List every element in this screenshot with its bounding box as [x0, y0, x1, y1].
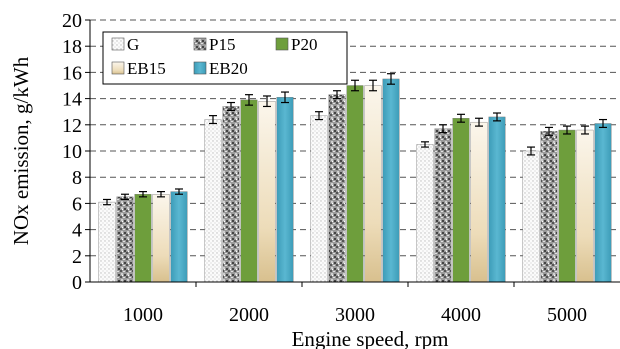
bar-p15-3000 — [328, 94, 346, 283]
legend: G P15 P20 EB15 EB20 — [102, 31, 348, 85]
y-tick-label: 20 — [62, 10, 82, 32]
bar-eb20-3000 — [382, 78, 400, 283]
legend-label-eb15: EB15 — [127, 59, 166, 78]
legend-box — [102, 31, 348, 85]
bar-p15-5000 — [540, 131, 558, 283]
y-tick-label: 18 — [62, 36, 82, 58]
legend-swatch-g — [111, 37, 125, 51]
x-axis-ticks: 1000 2000 3000 4000 5000 — [123, 282, 587, 326]
bar-g-3000 — [310, 115, 328, 283]
bar-eb15-4000 — [470, 121, 488, 283]
x-tick-label: 3000 — [335, 304, 375, 326]
bar-g-1000 — [98, 201, 116, 283]
bars — [98, 73, 612, 283]
bar-eb20-5000 — [594, 123, 612, 283]
bar-eb20-2000 — [276, 97, 294, 283]
legend-swatch-eb20 — [193, 61, 207, 75]
bar-p15-2000 — [222, 106, 240, 283]
y-tick-label: 0 — [72, 272, 82, 294]
y-tick-label: 4 — [72, 220, 82, 242]
legend-label-eb20: EB20 — [209, 59, 248, 78]
bar-p20-3000 — [346, 85, 364, 283]
legend-label-p15: P15 — [209, 35, 235, 54]
y-tick-label: 2 — [72, 246, 82, 268]
x-tick-label: 4000 — [441, 304, 481, 326]
bar-p20-4000 — [452, 118, 470, 283]
bar-eb15-2000 — [258, 101, 276, 283]
y-tick-label: 14 — [62, 89, 82, 111]
legend-swatch-p15 — [193, 37, 207, 51]
bar-p20-2000 — [240, 99, 258, 283]
bar-eb20-4000 — [488, 116, 506, 283]
legend-swatch-p20 — [275, 37, 289, 51]
bar-eb15-5000 — [576, 129, 594, 283]
bar-p15-1000 — [116, 196, 134, 283]
y-axis-label: NOx emission, g/kWh — [9, 56, 33, 245]
y-tick-label: 10 — [62, 141, 82, 163]
bar-p15-4000 — [434, 128, 452, 283]
legend-label-g: G — [127, 35, 139, 54]
bar-g-2000 — [204, 119, 222, 283]
y-tick-label: 16 — [62, 62, 82, 84]
y-tick-label: 8 — [72, 167, 82, 189]
bar-eb15-3000 — [364, 85, 382, 283]
bar-p20-1000 — [134, 194, 152, 283]
y-tick-label: 12 — [62, 115, 82, 137]
x-axis-label: Engine speed, rpm — [292, 327, 449, 349]
bar-eb15-1000 — [152, 194, 170, 283]
x-tick-label: 5000 — [547, 304, 587, 326]
y-axis-ticks: 0 2 4 6 8 10 12 14 16 18 20 — [62, 10, 90, 294]
bar-g-4000 — [416, 144, 434, 283]
x-tick-label: 2000 — [229, 304, 269, 326]
y-tick-label: 6 — [72, 193, 82, 215]
bar-eb20-1000 — [170, 191, 188, 283]
x-tick-label: 1000 — [123, 304, 163, 326]
bar-p20-5000 — [558, 129, 576, 283]
bar-g-5000 — [522, 150, 540, 283]
legend-swatch-eb15 — [111, 61, 125, 75]
legend-label-p20: P20 — [291, 35, 317, 54]
